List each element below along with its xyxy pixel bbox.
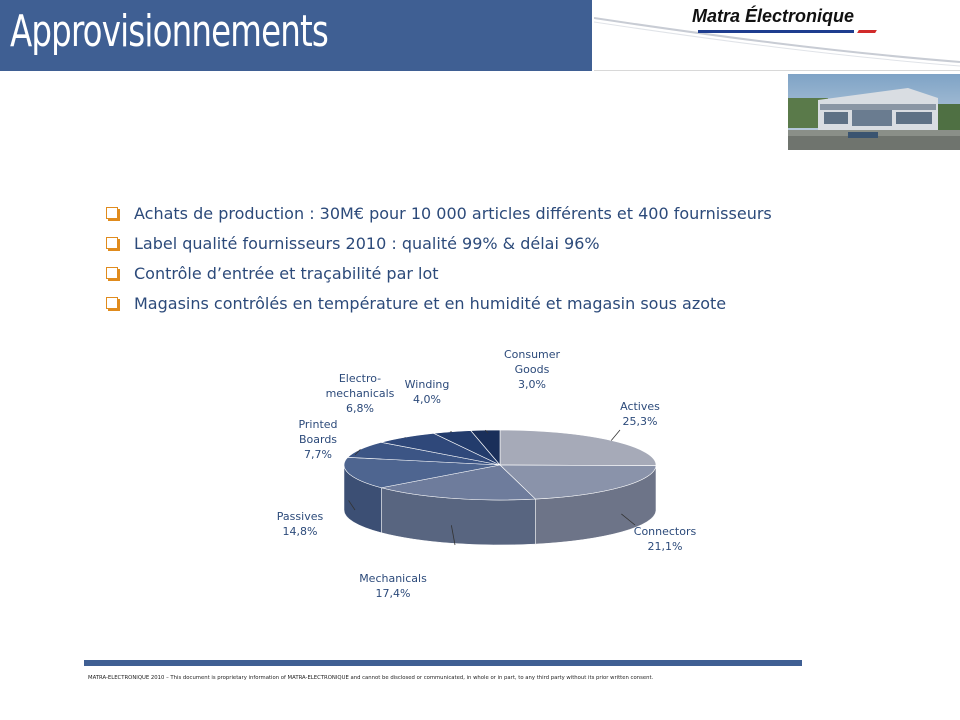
checkbox-bullet-icon — [106, 207, 118, 219]
leader-line-7 — [485, 429, 489, 434]
pie-sides — [343, 464, 657, 546]
leader-line-4 — [354, 449, 361, 456]
bullet-item: Label qualité fournisseurs 2010 : qualit… — [104, 232, 772, 262]
pie-label-4: Printed Boards 7,7% — [298, 418, 337, 461]
bullet-text: Contrôle d’entrée et traçabilité par lot — [134, 264, 439, 283]
pie-slice-3 — [343, 457, 501, 489]
leader-line-0 — [610, 429, 621, 441]
pie-label-5: Electro-mechanicals 6,8% — [326, 372, 395, 415]
checkbox-bullet-icon — [106, 237, 118, 249]
bullet-text: Label qualité fournisseurs 2010 : qualit… — [134, 234, 600, 253]
pie-tops — [343, 429, 657, 501]
logo-swoosh — [594, 17, 960, 67]
bullet-item: Magasins contrôlés en température et en … — [104, 292, 772, 322]
leader-line-3 — [348, 500, 356, 511]
footer-disclaimer: MATRA-ELECTRONIQUE 2010 – This document … — [88, 675, 654, 681]
title-bar: Approvisionnements — [0, 0, 592, 71]
pie-chart: Actives 25,3% Connectors 21,1% Mechanicals 17… — [277, 350, 697, 600]
bullet-text: Achats de production : 30M€ pour 10 000 … — [134, 204, 772, 223]
page-title: Approvisionnements — [10, 6, 329, 57]
pie-label-7: Consumer Goods 3,0% — [504, 350, 561, 391]
pie-label-1: Connectors 21,1% — [634, 525, 697, 553]
logo-accent — [857, 30, 877, 33]
bullet-item: Achats de production : 30M€ pour 10 000 … — [104, 202, 772, 232]
pie-slice-7 — [470, 429, 501, 466]
pie-label-6: Winding 4,0% — [405, 378, 450, 406]
pie-slice-2 — [381, 464, 537, 501]
logo-panel: Matra Électronique — [594, 0, 960, 71]
leader-line-2 — [450, 525, 456, 546]
footer-rule — [84, 660, 802, 666]
checkbox-bullet-icon — [106, 267, 118, 279]
pie-slice-1 — [499, 464, 657, 500]
pie-slice-0 — [499, 429, 657, 466]
pie-label-0: Actives 25,3% — [620, 400, 660, 428]
pie-label-2: Mechanicals 17,4% — [359, 572, 427, 600]
bullet-list: Achats de production : 30M€ pour 10 000 … — [104, 202, 772, 322]
building-photo — [788, 74, 960, 150]
logo-underline — [698, 30, 854, 33]
bullet-item: Contrôle d’entrée et traçabilité par lot — [104, 262, 772, 292]
bullet-text: Magasins contrôlés en température et en … — [134, 294, 727, 313]
leader-line-1 — [621, 513, 636, 526]
checkbox-bullet-icon — [106, 297, 118, 309]
pie-label-3: Passives 14,8% — [277, 510, 324, 538]
pie-labels: Actives 25,3% Connectors 21,1% Mechanicals 17… — [277, 350, 697, 600]
company-logo: Matra Électronique — [692, 6, 855, 26]
